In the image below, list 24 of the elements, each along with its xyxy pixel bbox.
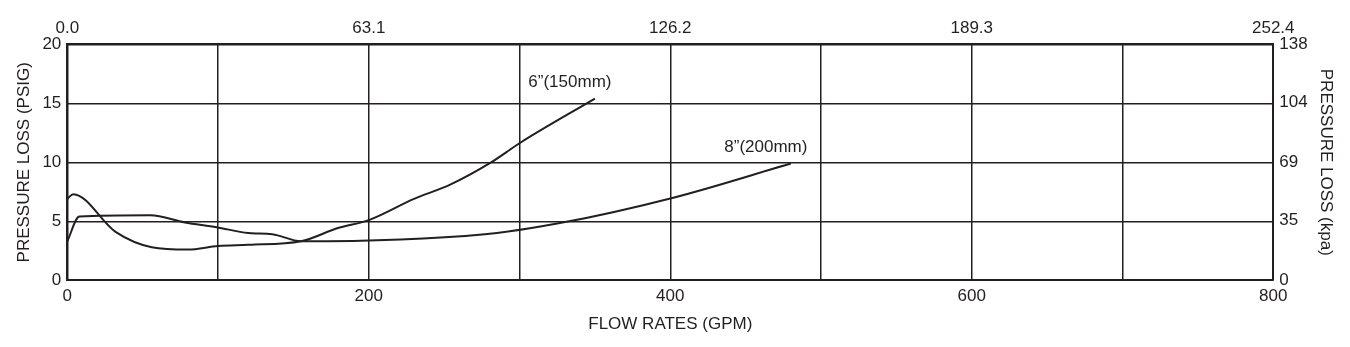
y-tick-label: 15 (42, 93, 62, 113)
y-axis-title: PRESSURE LOSS (PSIG) (13, 62, 33, 263)
y2-tick-label: 35 (1279, 210, 1299, 230)
y-tick-label: 10 (42, 151, 62, 171)
y2-tick-label: 138 (1279, 34, 1308, 54)
x-tick-label: 600 (957, 286, 986, 306)
x2-tick-label: 0.0 (55, 17, 80, 37)
y2-tick-label: 69 (1279, 151, 1299, 171)
x2-tick-label: 126.2 (649, 17, 692, 37)
y-tick-label: 5 (51, 210, 62, 230)
x-tick-label: 400 (656, 286, 685, 306)
x2-tick-label: 63.1 (352, 17, 386, 37)
x-axis-title: FLOW RATES (GPM) (588, 314, 753, 334)
y2-tick-label: 104 (1279, 92, 1308, 112)
y-tick-label: 0 (51, 269, 62, 289)
series-label: 8”(200mm) (724, 136, 808, 156)
x2-tick-label: 252.4 (1251, 17, 1295, 37)
y-tick-label: 20 (42, 34, 62, 54)
series-label: 6”(150mm) (528, 71, 612, 91)
x-tick-label: 800 (1259, 286, 1288, 306)
y2-tick-label: 0 (1279, 269, 1289, 289)
y2-axis-title: PRESSURE LOSS (kpa) (1317, 68, 1337, 256)
x-tick-label: 200 (354, 286, 383, 306)
x2-tick-label: 189.3 (950, 17, 994, 37)
